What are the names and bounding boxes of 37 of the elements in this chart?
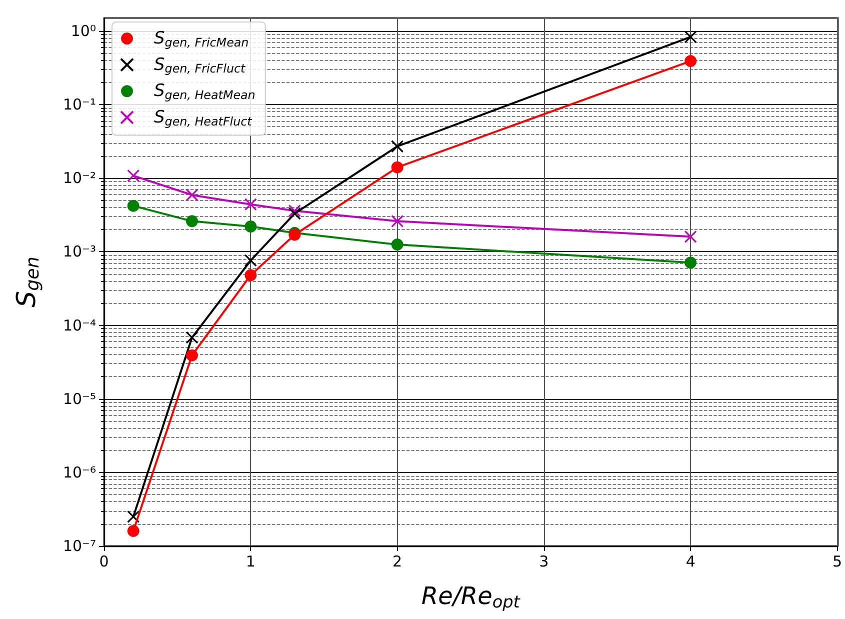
- point: [390, 214, 404, 228]
- y-tick-label: 10⁰: [70, 22, 96, 40]
- y-tick-label: 10⁻⁷: [62, 537, 96, 555]
- point: [684, 30, 697, 44]
- point: [244, 198, 257, 211]
- y-tick-label: 10⁻⁴: [62, 316, 96, 334]
- point: [391, 161, 404, 174]
- point: [391, 238, 404, 251]
- point: [127, 169, 140, 182]
- point: [244, 220, 257, 232]
- point: [244, 254, 257, 267]
- y-tick-label: 10⁻⁶: [62, 463, 96, 482]
- y-tick-label: 10⁻¹: [62, 96, 96, 114]
- y-axis-title: Sgen: [12, 256, 44, 308]
- x-tick-label: 2: [392, 552, 402, 570]
- y-tick-label: 10⁻²: [62, 169, 96, 188]
- y-tick-label: 10⁻⁵: [62, 390, 96, 408]
- x-tick-label: 0: [99, 552, 109, 570]
- point: [684, 55, 697, 68]
- point: [684, 256, 697, 269]
- point: [390, 140, 404, 153]
- point: [186, 188, 198, 202]
- point: [127, 510, 140, 524]
- x-tick-label: 1: [246, 552, 256, 570]
- point: [244, 269, 257, 282]
- point: [186, 215, 198, 228]
- x-tick-label: 3: [539, 552, 549, 570]
- point: [186, 349, 198, 362]
- x-tick-label: 4: [686, 552, 696, 570]
- point: [288, 204, 301, 218]
- y-tick-label: 10⁻³: [62, 242, 96, 261]
- point: [288, 207, 301, 220]
- point: [127, 524, 140, 537]
- point: [186, 331, 198, 344]
- point: [127, 200, 140, 212]
- point: [684, 230, 697, 243]
- x-tick-label: 5: [832, 552, 842, 570]
